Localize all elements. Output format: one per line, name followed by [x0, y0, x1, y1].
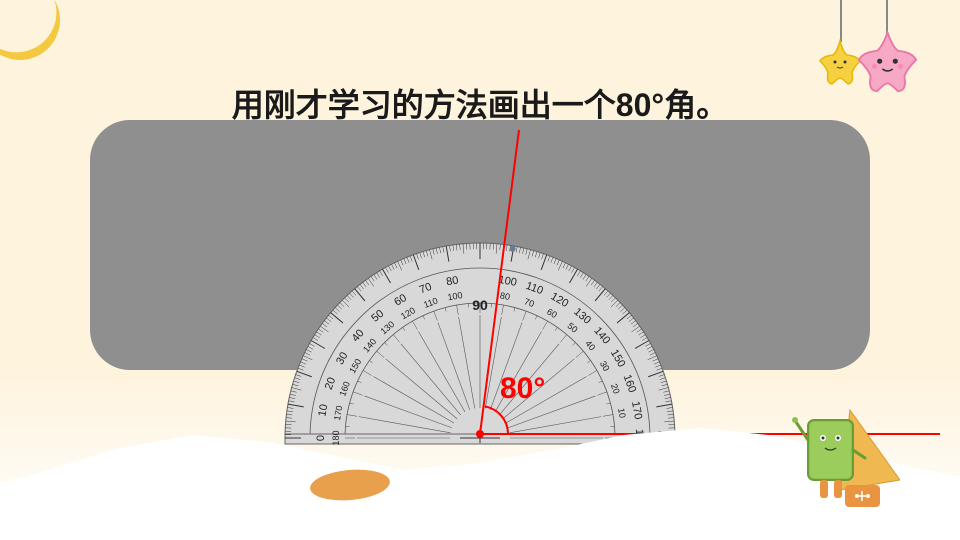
hanging-string	[840, 0, 842, 42]
protractor: 0180101702016030150401405013060120701108…	[280, 238, 680, 448]
corner-decoration	[0, 0, 71, 71]
book-character	[790, 380, 900, 510]
svg-text:10: 10	[316, 403, 330, 417]
svg-text:180: 180	[331, 430, 341, 445]
star-decoration-pink	[855, 30, 920, 95]
svg-text:80: 80	[445, 274, 459, 288]
svg-text:0: 0	[315, 435, 327, 441]
protractor-90-label: 90	[472, 297, 488, 313]
svg-text:10: 10	[616, 407, 628, 419]
page-title: 用刚才学习的方法画出一个80°角。	[232, 80, 728, 126]
svg-text:80: 80	[499, 290, 511, 302]
angle-value-label: 80°	[500, 372, 545, 406]
